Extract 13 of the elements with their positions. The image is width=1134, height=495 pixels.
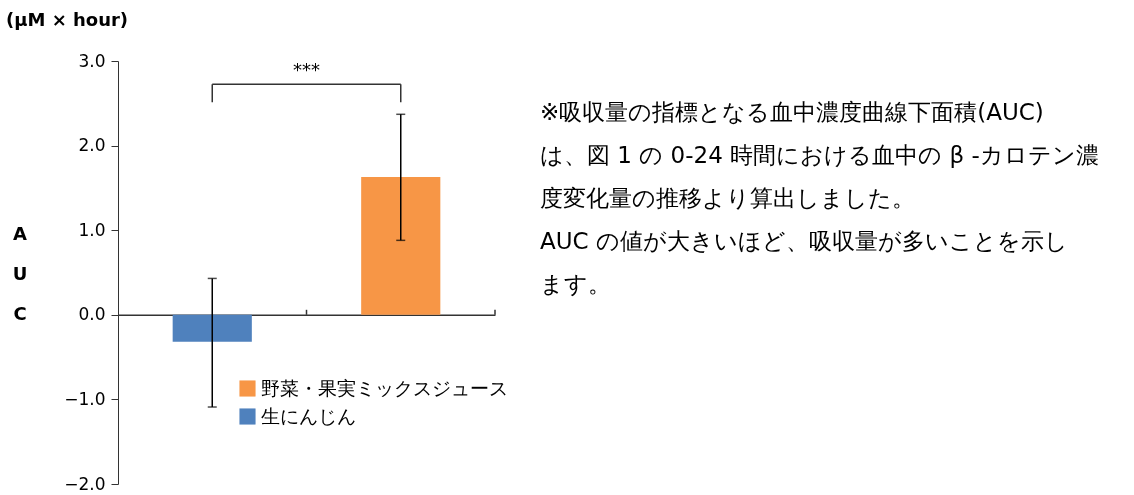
text: (μM × hour)	[6, 9, 129, 30]
y-tick-label: 1.0	[78, 219, 106, 240]
y-tick-label: 0.0	[78, 304, 106, 325]
text: AUC の値が大きいほど、吸収量が多いことを示します。	[540, 228, 1068, 297]
legend-label: 生にんじん	[261, 404, 356, 427]
y-tick-label: −1.0	[64, 388, 106, 409]
y-tick-label: −2.0	[64, 473, 106, 494]
y-axis-title: AUC	[12, 222, 28, 324]
text: ※吸収量の指標となる血中濃度曲線下面積(AUC)は、図 1 の 0-24 時間における血中の β -カロテン濃度変化量の推移より算出しました。	[540, 99, 1099, 211]
y-tick-label: 2.0	[78, 135, 106, 156]
y-tick-label: 3.0	[78, 50, 106, 71]
legend-label: 野菜・果実ミックスジュース	[261, 376, 508, 399]
annotation: ***	[293, 59, 320, 81]
